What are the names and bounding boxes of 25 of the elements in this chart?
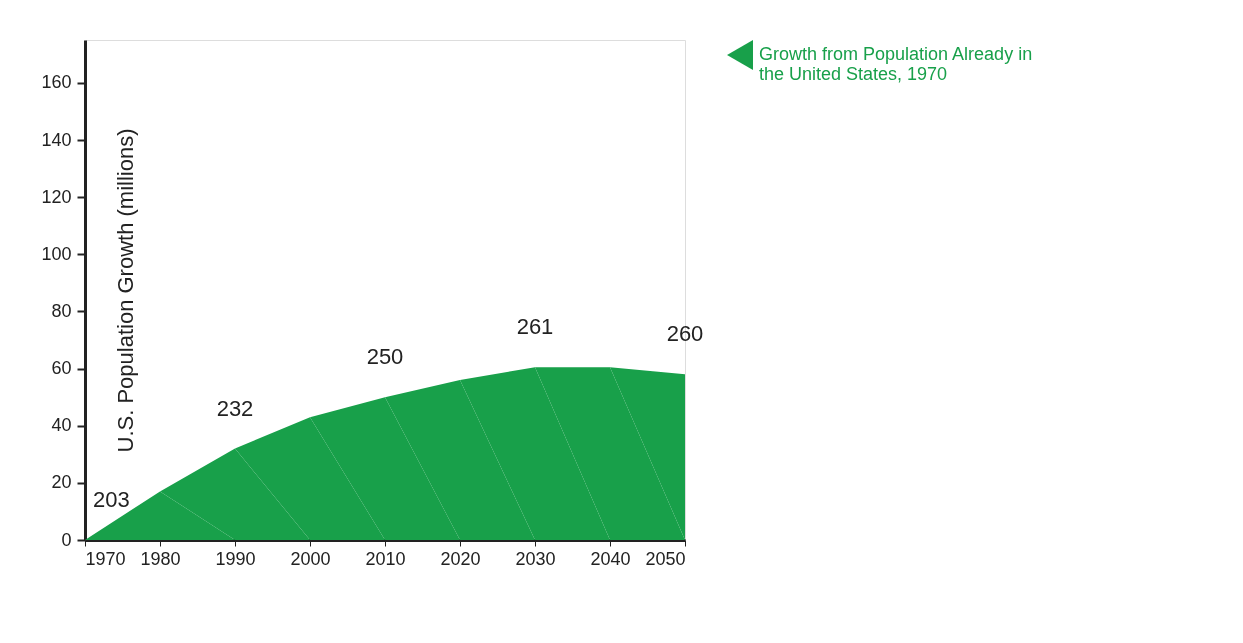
annotation: 250 (366, 344, 404, 370)
y-tick-label: 40 (51, 415, 72, 436)
legend-label: Growth from Population Already in the United States, 1970 (759, 44, 1033, 84)
y-tick-label: 160 (41, 72, 72, 93)
x-tick-label: 1980 (140, 548, 181, 569)
y-tick-label: 120 (41, 186, 72, 207)
annotation: 261 (516, 314, 554, 340)
x-tick-label: 2000 (290, 548, 331, 569)
y-tick-label: 140 (41, 129, 72, 150)
y-tick-label: 60 (51, 358, 72, 379)
x-tick-label: 2040 (590, 548, 631, 569)
annotation: 260 (666, 321, 704, 347)
y-tick-label: 80 (51, 300, 72, 321)
x-tick-label: 2010 (365, 548, 406, 569)
y-tick-label: 0 (61, 529, 72, 550)
x-tick-label: 2030 (515, 548, 556, 569)
y-tick-label: 20 (51, 472, 72, 493)
x-tick-label: 2020 (440, 548, 481, 569)
annotation: 232 (216, 395, 254, 421)
x-tick-label: 1970 (85, 548, 126, 569)
annotation: 203 (93, 487, 130, 512)
x-tick-label: 1990 (215, 548, 256, 569)
y-tick-label: 100 (41, 243, 72, 264)
y-axis-title: U.S. Population Growth (millions) (112, 128, 138, 453)
x-tick-label: 2050 (645, 548, 686, 569)
